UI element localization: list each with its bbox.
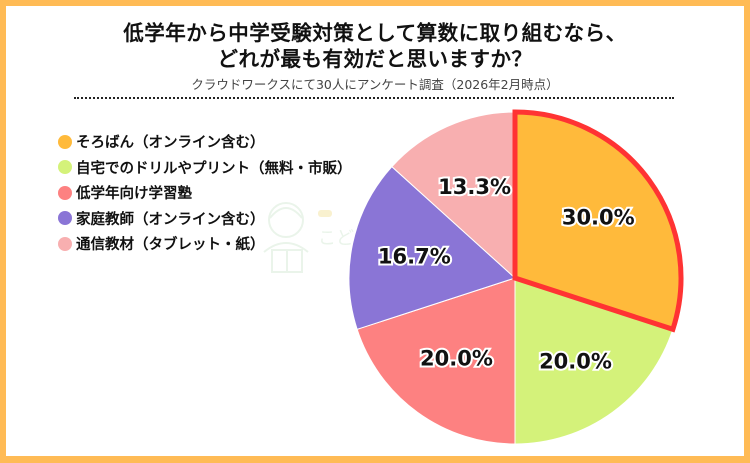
legend-label: 自宅でのドリルやプリント（無料・市販） (76, 160, 352, 177)
pie-slice (356, 277, 516, 445)
legend-dot-icon (58, 134, 72, 149)
legend-label: そろばん（オンライン含む） (76, 135, 265, 152)
pie-value-label: 20.0% (539, 349, 612, 373)
pie-chart: 30.0% 20.0% 20.0% 16.7% 13.3% (348, 109, 684, 445)
dotted-divider (74, 97, 674, 99)
legend-dot-icon (58, 211, 72, 226)
legend-dot-icon (58, 160, 72, 175)
legend-item: 自宅でのドリルやプリント（無料・市販） (58, 155, 352, 181)
chart-title-line2: どれが最も有効だと思いますか？ (217, 47, 533, 71)
legend-label: 低学年向け学習塾 (76, 186, 192, 203)
legend: そろばん（オンライン含む） 自宅でのドリルやプリント（無料・市販） 低学年向け学… (58, 129, 352, 257)
legend-item: 通信教材（タブレット・紙） (58, 231, 352, 257)
legend-label: 通信教材（タブレット・紙） (76, 237, 265, 254)
legend-label: 家庭教師（オンライン含む） (76, 211, 265, 228)
legend-item: そろばん（オンライン含む） (58, 129, 352, 155)
legend-dot-icon (58, 236, 72, 251)
pie-value-label: 16.7% (378, 244, 451, 268)
chart-frame: 低学年から中学受験対策として算数に取り組むなら、 どれが最も有効だと思いますか？… (6, 6, 744, 456)
chart-title-line1: 低学年から中学受験対策として算数に取り組むなら、 (123, 21, 627, 45)
pie-slice (348, 165, 516, 330)
pie-slice (514, 277, 674, 445)
legend-dot-icon (58, 185, 72, 200)
pie-value-label: 20.0% (420, 347, 493, 371)
legend-item: 家庭教師（オンライン含む） (58, 206, 352, 232)
watermark-logo-icon: こど (263, 202, 354, 273)
highlight-outline (512, 109, 684, 333)
chart-subtitle: クラウドワークスにて30人にアンケート調査（2026年2月時点） (191, 77, 559, 92)
pie-value-label: 30.0% (562, 206, 635, 230)
legend-item: 低学年向け学習塾 (58, 180, 352, 206)
watermark-text: こど (318, 228, 354, 249)
pie-value-label: 13.3% (438, 175, 511, 199)
pie-slice (391, 111, 516, 280)
